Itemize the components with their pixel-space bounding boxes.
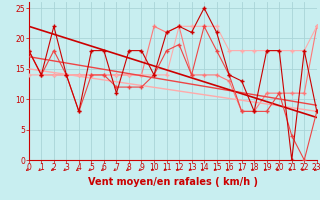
- X-axis label: Vent moyen/en rafales ( km/h ): Vent moyen/en rafales ( km/h ): [88, 177, 258, 187]
